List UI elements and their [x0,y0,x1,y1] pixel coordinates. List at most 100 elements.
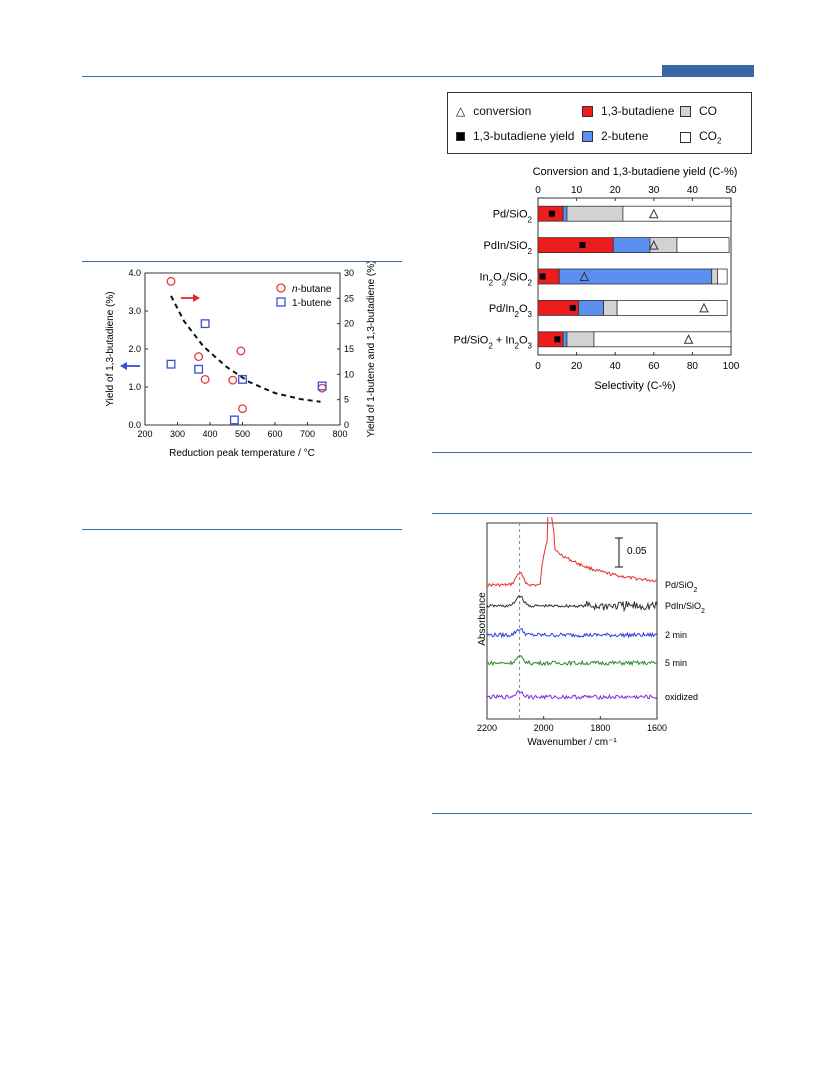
y-right-tick-label: 5 [344,395,349,405]
y-right-tick-label: 20 [344,319,354,329]
y-right-tick-label: 10 [344,369,354,379]
y-left-tick-label: 3.0 [128,306,141,316]
butadiene-segment [537,237,614,253]
bar-chart: Conversion and 1,3-butadiene yield (C-%)… [454,166,740,392]
legend-square-icon [276,297,286,307]
y-left-tick-label: 1.0 [128,382,141,392]
spectra-curves [486,517,658,701]
butene-segment [578,299,605,316]
series-label: PdIn/SiO2 [665,601,705,615]
scatter-y-right-ticks: 0 5 10 15 20 25 30 [337,268,354,430]
top-tick-label: 10 [571,185,583,196]
bar-category-labels: Pd/SiO2 PdIn/SiO2 In2O3/SiO2 Pd/In2O3 Pd/SiO… [454,209,533,350]
scatter-x-ticks: 200 300 400 500 600 700 800 [137,422,348,439]
category-label: Pd/SiO2 [493,209,533,225]
spectra-plot-frame [486,522,658,720]
oxidized-spectrum [486,690,658,701]
butene-segment [562,205,568,222]
conversion-marker [699,302,709,313]
co2-segment [622,205,732,222]
co2-segment [717,268,728,285]
conversion-marker [648,208,659,219]
x-tick-label: 800 [332,429,347,439]
legend-co2-label: CO2 [699,129,722,146]
series-label: 5 min [665,658,687,668]
top-tick-label: 20 [610,185,622,196]
pdin-sio2-spectrum [486,595,658,613]
conversion-marker [648,239,659,250]
butene-point [229,415,239,425]
bottom-tick-label: 80 [687,361,699,372]
bottom-tick-label: 100 [723,361,740,372]
scatter-y-left-label: Yield of 1,3-butadiene (%) [105,291,116,406]
figure-rule-1-top [82,261,402,262]
n-butane-point [228,375,238,385]
n-butane-point [194,352,204,362]
figure-rule-2-bottom [432,452,752,453]
spectra-series-labels: Pd/SiO2 PdIn/SiO2 2 min 5 min oxidized [665,580,705,702]
bottom-tick-label: 40 [610,361,622,372]
n-butane-point [236,346,246,356]
co-segment [603,299,618,316]
bar-top-axis-label: Conversion and 1,3-butadiene yield (C-%) [533,166,738,178]
header-color-block [662,65,754,77]
x-tick-label: 500 [235,429,250,439]
category-label: Pd/In2O3 [489,303,533,319]
figure-rule-3-bottom [432,813,752,814]
yield-marker [539,273,546,280]
co-segment [649,237,678,253]
butene-point [166,359,176,369]
top-tick-label: 0 [535,185,541,196]
pd-sio2-spectrum [486,517,658,588]
butene-point [238,374,247,384]
conversion-marker [579,271,590,281]
yield-marker [579,242,586,249]
y-right-tick-label: 30 [344,268,354,278]
wavenumber-tick-label: 1800 [590,723,610,733]
x-tick-label: 200 [137,429,152,439]
figure-rule-3-top [432,513,752,514]
top-tick-label: 40 [687,185,699,196]
y-right-tick-label: 25 [344,293,354,303]
butene-segment [562,331,568,348]
yield-marker [554,336,561,343]
figure-rule-1-bottom [82,529,402,530]
legend-item-yield: 1,3-butadiene yield [456,129,574,143]
yield-marker [548,210,555,217]
bars [537,205,732,348]
legend-circle-icon [276,283,286,293]
white-swatch-icon [680,131,691,143]
scatter-plot-frame [144,272,341,426]
spectra-x-label: Wavenumber / cm⁻¹ [527,737,617,748]
legend-item-co: CO [680,104,717,118]
category-label: PdIn/SiO2 [484,240,533,256]
legend-conversion-label: conversion [473,104,532,118]
y-right-tick-label: 0 [344,420,349,430]
2-min-spectrum [486,628,658,639]
black-square-icon [456,131,465,141]
spectra-x-ticks: 2200 2000 1800 1600 [477,716,667,733]
header-rule [82,76,754,77]
legend-yield-label: 1,3-butadiene yield [473,129,575,143]
legend-butadiene-label: 1,3-butadiene [601,104,675,118]
x-tick-label: 400 [202,429,217,439]
bar-top-ticks: 0 10 20 30 40 50 [535,185,737,201]
series-label: Pd/SiO2 [665,580,698,594]
legend-co-label: CO [699,104,717,118]
5-min-spectrum [486,655,658,667]
left-axis-arrow-icon [120,362,140,370]
bar-x-label: Selectivity (C-%) [594,380,675,392]
x-tick-label: 700 [300,429,315,439]
co-segment [711,268,718,285]
trend-curve [170,295,321,403]
co2-segment [593,331,732,348]
bottom-tick-label: 60 [648,361,660,372]
wavenumber-tick-label: 2000 [534,723,554,733]
right-axis-arrow-icon [181,294,200,302]
legend-1-butene: 1-butene [292,298,332,309]
legend-item-2-butene: 2-butene [582,129,648,143]
category-label: Pd/SiO2 + In2O3 [454,334,533,350]
triangle-icon: △ [456,104,466,118]
scatter-y-left-ticks: 0.0 1.0 2.0 3.0 4.0 [128,268,148,430]
n-butane-point [238,404,247,414]
